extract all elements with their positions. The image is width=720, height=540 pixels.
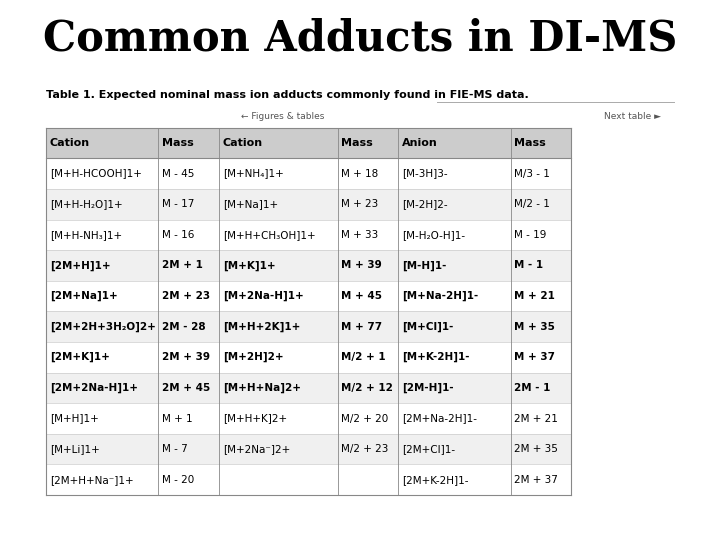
Text: [M+H-NH₃]1+: [M+H-NH₃]1+ xyxy=(50,230,122,240)
Text: Common Adducts in DI-MS: Common Adducts in DI-MS xyxy=(42,17,678,59)
Text: 2M + 39: 2M + 39 xyxy=(162,352,210,362)
Text: Mass: Mass xyxy=(515,138,546,148)
Text: M/2 - 1: M/2 - 1 xyxy=(515,199,550,209)
FancyBboxPatch shape xyxy=(398,127,510,158)
Text: M - 7: M - 7 xyxy=(162,444,188,454)
Text: [2M+2Na-H]1+: [2M+2Na-H]1+ xyxy=(50,383,138,393)
Text: 2M - 1: 2M - 1 xyxy=(515,383,551,393)
FancyBboxPatch shape xyxy=(46,250,572,281)
Text: [M+Li]1+: [M+Li]1+ xyxy=(50,444,99,454)
Text: [M+2H]2+: [M+2H]2+ xyxy=(223,352,284,362)
Text: M/2 + 12: M/2 + 12 xyxy=(341,383,393,393)
Text: 2M + 37: 2M + 37 xyxy=(515,475,558,485)
Text: [M+K-2H]1-: [M+K-2H]1- xyxy=(402,352,469,362)
Text: [2M-H]1-: [2M-H]1- xyxy=(402,383,454,393)
Text: [M+Cl]1-: [M+Cl]1- xyxy=(402,321,454,332)
Text: [2M+H]1+: [2M+H]1+ xyxy=(50,260,110,271)
FancyBboxPatch shape xyxy=(46,189,572,219)
Text: M + 39: M + 39 xyxy=(341,260,382,271)
FancyBboxPatch shape xyxy=(338,127,398,158)
Text: M/2 + 1: M/2 + 1 xyxy=(341,352,386,362)
FancyBboxPatch shape xyxy=(46,312,572,342)
Text: M + 18: M + 18 xyxy=(341,168,379,179)
Text: Mass: Mass xyxy=(162,138,194,148)
Text: 2M + 45: 2M + 45 xyxy=(162,383,210,393)
Text: 2M - 28: 2M - 28 xyxy=(162,322,206,332)
Text: [2M+Cl]1-: [2M+Cl]1- xyxy=(402,444,456,454)
Text: [M+K]1+: [M+K]1+ xyxy=(223,260,276,271)
Text: 2M + 23: 2M + 23 xyxy=(162,291,210,301)
FancyBboxPatch shape xyxy=(219,127,338,158)
FancyBboxPatch shape xyxy=(46,373,572,403)
Text: [2M+K]1+: [2M+K]1+ xyxy=(50,352,109,362)
Text: M + 23: M + 23 xyxy=(341,199,379,209)
Text: M - 45: M - 45 xyxy=(162,168,194,179)
Text: [2M+2H+3H₂O]2+: [2M+2H+3H₂O]2+ xyxy=(50,321,156,332)
Text: [M+H]1+: [M+H]1+ xyxy=(50,414,99,423)
Text: Mass: Mass xyxy=(341,138,373,148)
FancyBboxPatch shape xyxy=(158,127,219,158)
Text: Next table ►: Next table ► xyxy=(604,112,661,120)
Text: [M+H+2K]1+: [M+H+2K]1+ xyxy=(223,321,300,332)
Text: M - 1: M - 1 xyxy=(515,260,544,271)
Text: [M+2Na-H]1+: [M+2Na-H]1+ xyxy=(223,291,304,301)
Text: M + 21: M + 21 xyxy=(515,291,555,301)
Text: [M-H]1-: [M-H]1- xyxy=(402,260,446,271)
Text: M + 45: M + 45 xyxy=(341,291,382,301)
Text: M - 20: M - 20 xyxy=(162,475,194,485)
Text: [2M+K-2H]1-: [2M+K-2H]1- xyxy=(402,475,469,485)
Text: [M-H₂O-H]1-: [M-H₂O-H]1- xyxy=(402,230,465,240)
Text: Anion: Anion xyxy=(402,138,438,148)
Text: Cation: Cation xyxy=(223,138,263,148)
Text: M + 37: M + 37 xyxy=(515,352,555,362)
Text: M + 77: M + 77 xyxy=(341,322,382,332)
Text: [M+H-HCOOH]1+: [M+H-HCOOH]1+ xyxy=(50,168,142,179)
Text: M + 35: M + 35 xyxy=(515,322,555,332)
Text: M/3 - 1: M/3 - 1 xyxy=(515,168,550,179)
Text: [M+Na]1+: [M+Na]1+ xyxy=(223,199,278,209)
FancyBboxPatch shape xyxy=(510,127,572,158)
Text: M/2 + 20: M/2 + 20 xyxy=(341,414,389,423)
Text: M - 19: M - 19 xyxy=(515,230,546,240)
Text: 2M + 1: 2M + 1 xyxy=(162,260,203,271)
Text: [M+H-H₂O]1+: [M+H-H₂O]1+ xyxy=(50,199,122,209)
Text: 2M + 21: 2M + 21 xyxy=(515,414,558,423)
Text: [2M+H+Na⁻]1+: [2M+H+Na⁻]1+ xyxy=(50,475,133,485)
Text: Cation: Cation xyxy=(50,138,90,148)
Text: [M-2H]2-: [M-2H]2- xyxy=(402,199,448,209)
Text: M + 33: M + 33 xyxy=(341,230,379,240)
Text: M + 1: M + 1 xyxy=(162,414,193,423)
Text: Table 1. Expected nominal mass ion adducts commonly found in FIE-MS data.: Table 1. Expected nominal mass ion adduc… xyxy=(46,90,528,100)
Text: [M-3H]3-: [M-3H]3- xyxy=(402,168,448,179)
Text: [2M+Na-2H]1-: [2M+Na-2H]1- xyxy=(402,414,477,423)
Text: [M+H+CH₃OH]1+: [M+H+CH₃OH]1+ xyxy=(223,230,315,240)
FancyBboxPatch shape xyxy=(46,434,572,464)
Text: M/2 + 23: M/2 + 23 xyxy=(341,444,389,454)
Text: [M+Na-2H]1-: [M+Na-2H]1- xyxy=(402,291,479,301)
Text: [M+2Na⁻]2+: [M+2Na⁻]2+ xyxy=(223,444,290,454)
Text: [M+NH₄]1+: [M+NH₄]1+ xyxy=(223,168,284,179)
Text: 2M + 35: 2M + 35 xyxy=(515,444,558,454)
Text: [M+H+K]2+: [M+H+K]2+ xyxy=(223,414,287,423)
Text: ← Figures & tables: ← Figures & tables xyxy=(241,112,325,120)
Text: [M+H+Na]2+: [M+H+Na]2+ xyxy=(223,383,301,393)
Text: M - 17: M - 17 xyxy=(162,199,194,209)
Text: [2M+Na]1+: [2M+Na]1+ xyxy=(50,291,117,301)
Text: M - 16: M - 16 xyxy=(162,230,194,240)
FancyBboxPatch shape xyxy=(46,127,158,158)
